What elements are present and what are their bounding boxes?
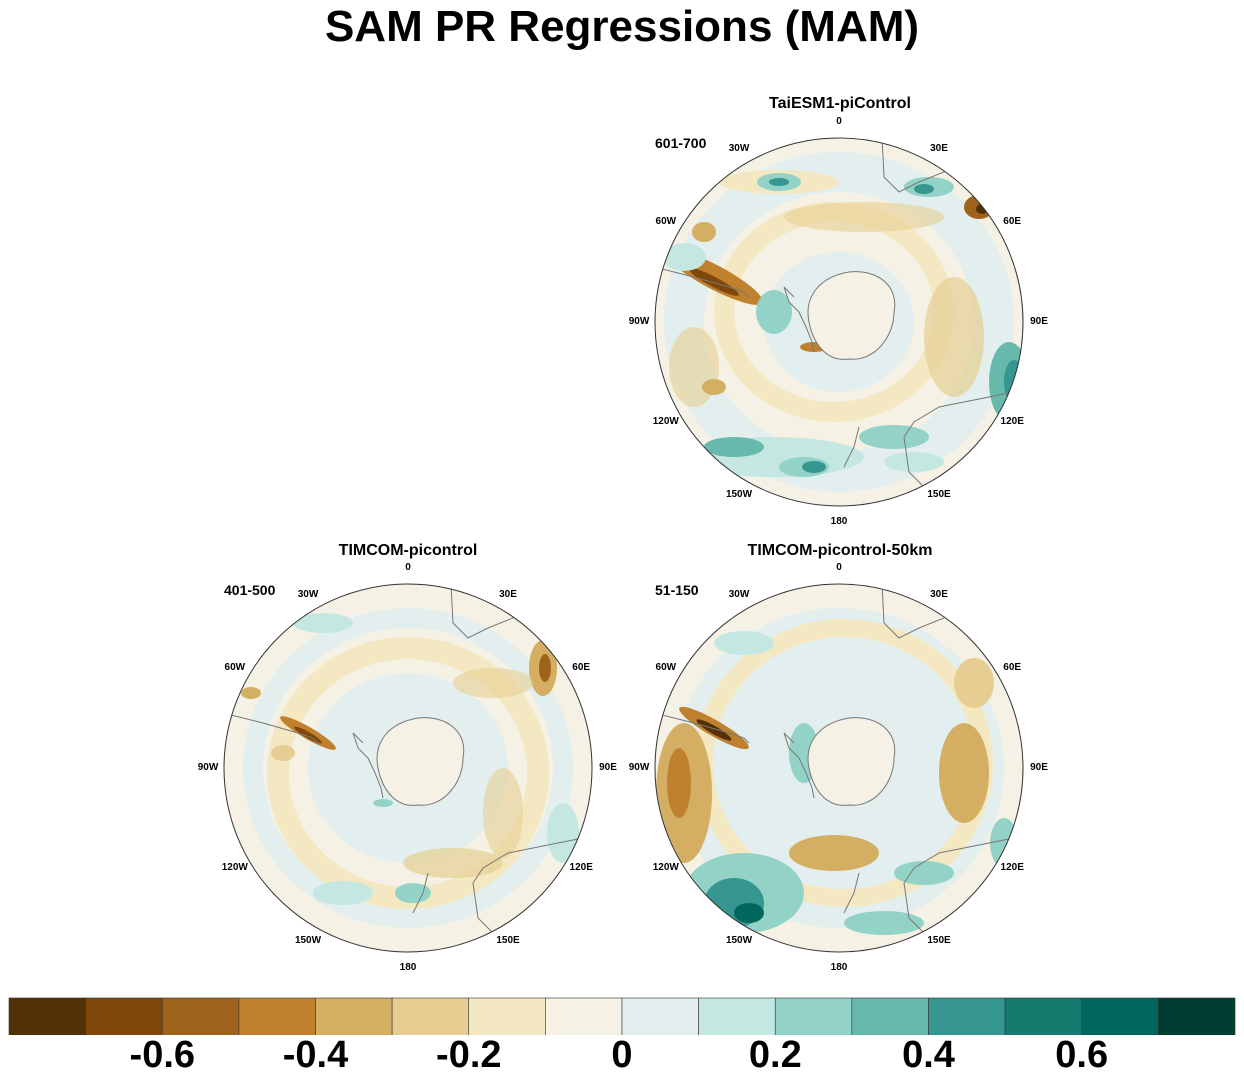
lon-label-timcom50: 30W xyxy=(728,588,750,600)
lon-label-timcom: 150E xyxy=(496,935,520,947)
colorbar-swatch xyxy=(1081,997,1159,1035)
lon-label-taiesm1: 150E xyxy=(927,489,951,501)
colorbar-swatch xyxy=(1004,997,1083,1035)
lon-label-taiesm1: 30E xyxy=(930,142,948,154)
panel-years-timcom: 401-500 xyxy=(224,582,276,598)
lon-label-timcom: 150W xyxy=(294,935,322,947)
colorbar-swatch xyxy=(1158,997,1236,1035)
lon-label-timcom: 90W xyxy=(197,762,219,773)
lon-label-timcom: 60E xyxy=(572,662,591,673)
lon-label-taiesm1: 60E xyxy=(1003,216,1022,227)
colorbar-swatch xyxy=(468,997,546,1035)
colorbar-tick-label: 0.4 xyxy=(902,1034,955,1076)
colorbar-swatch xyxy=(161,997,240,1035)
lon-label-timcom50: 90E xyxy=(1030,762,1048,773)
lon-label-timcom50: 30E xyxy=(930,588,948,600)
lon-label-timcom: 120W xyxy=(221,862,248,873)
polar-map-timcom50 xyxy=(654,583,1024,953)
panel-years-taiesm1: 601-700 xyxy=(655,135,707,151)
panel-title-taiesm1: TaiESM1-piControl xyxy=(769,95,911,112)
lon-label-timcom: 90E xyxy=(599,762,617,773)
lon-label-timcom50: 120E xyxy=(1000,862,1024,873)
lon-label-timcom50: 120W xyxy=(652,862,679,873)
colorbar-tick-label: 0 xyxy=(611,1034,633,1076)
figure-title: SAM PR Regressions (MAM) xyxy=(324,2,920,51)
lon-label-timcom50: 0 xyxy=(836,562,842,573)
lon-label-timcom50: 150E xyxy=(927,935,951,947)
polar-map-taiesm1 xyxy=(654,137,1024,507)
colorbar-swatch xyxy=(928,997,1006,1035)
lon-label-timcom50: 90W xyxy=(628,762,650,773)
colorbar-tick-label: 0.2 xyxy=(748,1034,802,1076)
lon-label-taiesm1: 90W xyxy=(628,316,650,327)
lon-label-taiesm1: 150W xyxy=(725,489,753,501)
colorbar-tick-label: 0.6 xyxy=(1055,1034,1109,1076)
lon-label-timcom: 0 xyxy=(405,562,411,573)
colorbar-tick-label: -0.2 xyxy=(436,1034,502,1076)
colorbar-swatch xyxy=(8,997,86,1035)
panel-title-timcom: TIMCOM-picontrol xyxy=(338,542,478,559)
lon-label-timcom: 60W xyxy=(224,662,246,673)
lon-label-taiesm1: 0 xyxy=(836,116,842,127)
polar-map-timcom xyxy=(223,583,593,953)
colorbar-swatch xyxy=(391,997,470,1035)
panel-title-timcom50: TIMCOM-picontrol-50km xyxy=(747,542,933,559)
lon-label-timcom50: 60E xyxy=(1003,662,1022,673)
colorbar-swatch xyxy=(238,997,316,1035)
colorbar-swatch xyxy=(315,997,393,1035)
lon-label-taiesm1: 30W xyxy=(728,142,750,154)
colorbar-tick-label: -0.6 xyxy=(129,1034,196,1076)
panel-years-timcom50: 51-150 xyxy=(655,582,699,598)
lon-label-timcom50: 60W xyxy=(655,662,677,673)
lon-label-timcom: 30E xyxy=(499,588,517,600)
lon-label-timcom: 180 xyxy=(399,962,417,973)
lon-label-taiesm1: 120W xyxy=(652,416,679,427)
colorbar-swatch xyxy=(774,997,853,1035)
lon-label-timcom50: 180 xyxy=(830,962,848,973)
colorbar-swatch xyxy=(545,997,623,1035)
lon-label-timcom: 120E xyxy=(569,862,593,873)
lon-label-timcom50: 150W xyxy=(725,935,753,947)
lon-label-taiesm1: 180 xyxy=(830,516,848,527)
colorbar xyxy=(8,997,1236,1035)
colorbar-tick-label: -0.4 xyxy=(282,1034,349,1076)
lon-label-taiesm1: 120E xyxy=(1000,416,1024,427)
colorbar-swatch xyxy=(85,997,163,1035)
colorbar-swatch xyxy=(621,997,699,1035)
lon-label-timcom: 30W xyxy=(297,588,319,600)
colorbar-swatch xyxy=(698,997,776,1035)
lon-label-taiesm1: 60W xyxy=(655,216,677,227)
lon-label-taiesm1: 90E xyxy=(1030,316,1048,327)
colorbar-swatch xyxy=(851,997,929,1035)
